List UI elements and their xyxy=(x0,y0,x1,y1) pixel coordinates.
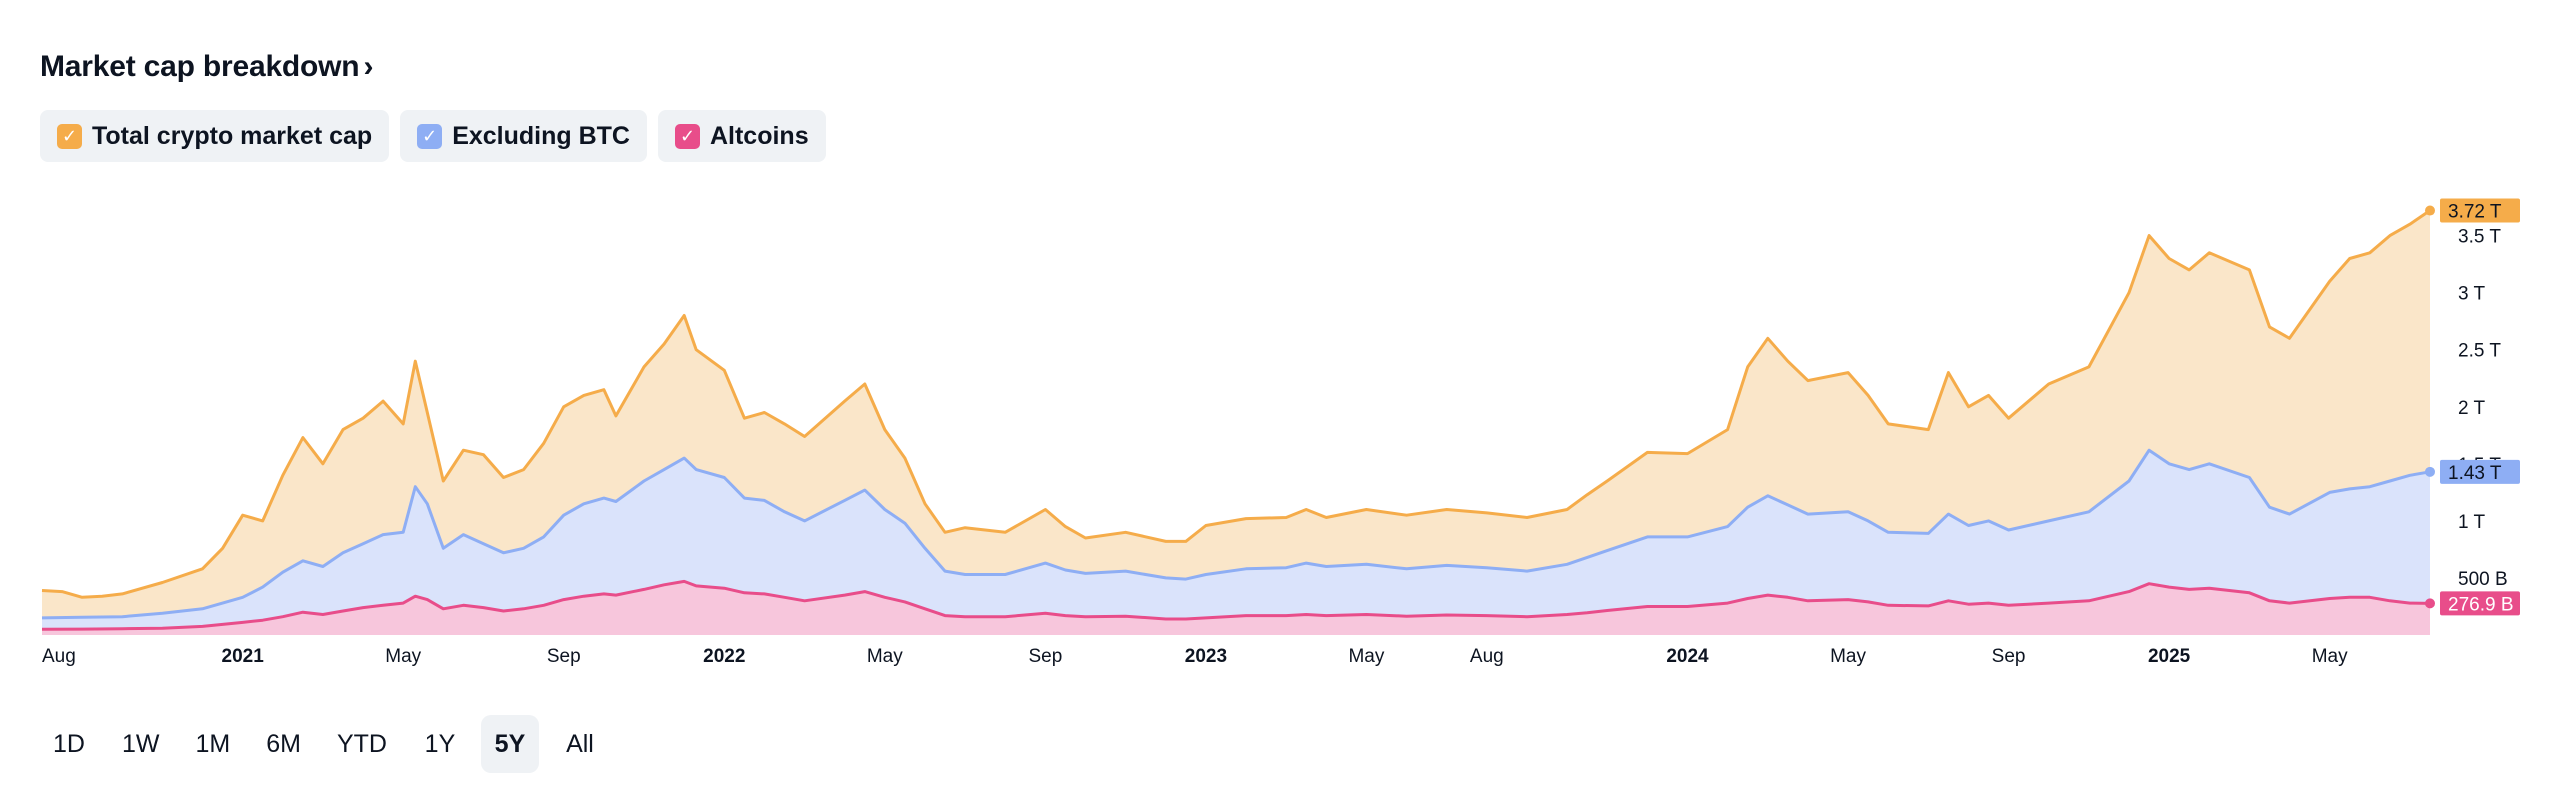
timeframe-1m[interactable]: 1M xyxy=(195,729,231,758)
x-tick-label: May xyxy=(1348,646,1384,667)
series-area-excluding-btc xyxy=(42,450,2430,635)
last-value-label: 3.72 T xyxy=(2448,202,2502,223)
series-line-excluding-btc[interactable] xyxy=(41,448,2431,620)
chart-title[interactable]: Market cap breakdown › xyxy=(40,50,373,84)
y-tick-label: 2 T xyxy=(2458,398,2486,419)
legend-label: Excluding BTC xyxy=(452,121,630,150)
timeframe-all[interactable]: All xyxy=(566,729,594,758)
legend-label: Altcoins xyxy=(709,121,809,150)
x-tick-label: 2024 xyxy=(1666,646,1709,667)
series-line-total-crypto-market-cap[interactable] xyxy=(41,209,2431,599)
x-tick-label: Aug xyxy=(1470,646,1504,667)
timeframe-1w[interactable]: 1W xyxy=(122,729,160,758)
y-tick-label: 2.5 T xyxy=(2458,341,2501,362)
series-endpoint-excluding-btc xyxy=(2425,466,2435,477)
last-value-badge xyxy=(2440,591,2520,616)
legend-toggle-excluding-btc[interactable]: ✓ Excluding BTC xyxy=(400,110,647,162)
x-tick-label: Aug xyxy=(42,646,76,667)
series-area-altcoins xyxy=(42,581,2430,635)
legend-label: Total crypto market cap xyxy=(92,121,373,150)
x-tick-label: Sep xyxy=(1992,646,2026,667)
legend: ✓ Total crypto market cap ✓ Excluding BT… xyxy=(40,110,826,162)
series-endpoint-total-crypto-market-cap xyxy=(2425,205,2435,216)
x-tick-label: May xyxy=(867,646,903,667)
series-line-altcoins[interactable] xyxy=(41,579,2431,631)
x-tick-label: Sep xyxy=(1028,646,1062,667)
timeframe-1y[interactable]: 1Y xyxy=(424,729,456,758)
x-tick-label: Sep xyxy=(547,646,581,667)
market-cap-area-chart[interactable]: 500 B1 T1.5 T2 T2.5 T3 T3.5 T3.72 T1.43 … xyxy=(0,180,2560,680)
checkbox-icon[interactable]: ✓ xyxy=(57,123,82,149)
timeframe-5y[interactable]: 5Y xyxy=(480,715,539,773)
last-value-label: 276.9 B xyxy=(2448,594,2514,615)
y-tick-label: 500 B xyxy=(2458,569,2508,590)
chart-title-text: Market cap breakdown xyxy=(40,50,360,83)
y-tick-label: 1 T xyxy=(2458,512,2486,533)
x-tick-label: May xyxy=(1830,646,1866,667)
last-value-badge xyxy=(2440,459,2520,484)
x-tick-label: 2022 xyxy=(703,646,745,667)
x-tick-label: 2023 xyxy=(1185,646,1227,667)
x-tick-label: May xyxy=(385,646,421,667)
timeframe-ytd[interactable]: YTD xyxy=(336,729,387,758)
y-tick-label: 3 T xyxy=(2458,284,2486,305)
x-tick-label: May xyxy=(2312,646,2348,667)
legend-toggle-total[interactable]: ✓ Total crypto market cap xyxy=(40,110,390,162)
last-value-label: 1.43 T xyxy=(2448,463,2502,484)
chevron-right-icon: › xyxy=(363,50,374,83)
last-value-badge xyxy=(2440,198,2520,223)
timeframe-6m[interactable]: 6M xyxy=(266,729,301,758)
legend-toggle-altcoins[interactable]: ✓ Altcoins xyxy=(657,110,826,162)
x-tick-label: 2025 xyxy=(2148,646,2191,667)
y-tick-label: 3.5 T xyxy=(2458,227,2501,248)
checkbox-icon[interactable]: ✓ xyxy=(674,123,700,149)
checkbox-icon[interactable]: ✓ xyxy=(417,123,443,149)
timeframe-1d[interactable]: 1D xyxy=(53,729,85,758)
series-endpoint-altcoins xyxy=(2425,598,2435,609)
x-tick-label: 2021 xyxy=(222,646,265,667)
timeframe-selector: 1D 1W 1M 6M YTD 1Y 5Y All xyxy=(40,715,609,773)
